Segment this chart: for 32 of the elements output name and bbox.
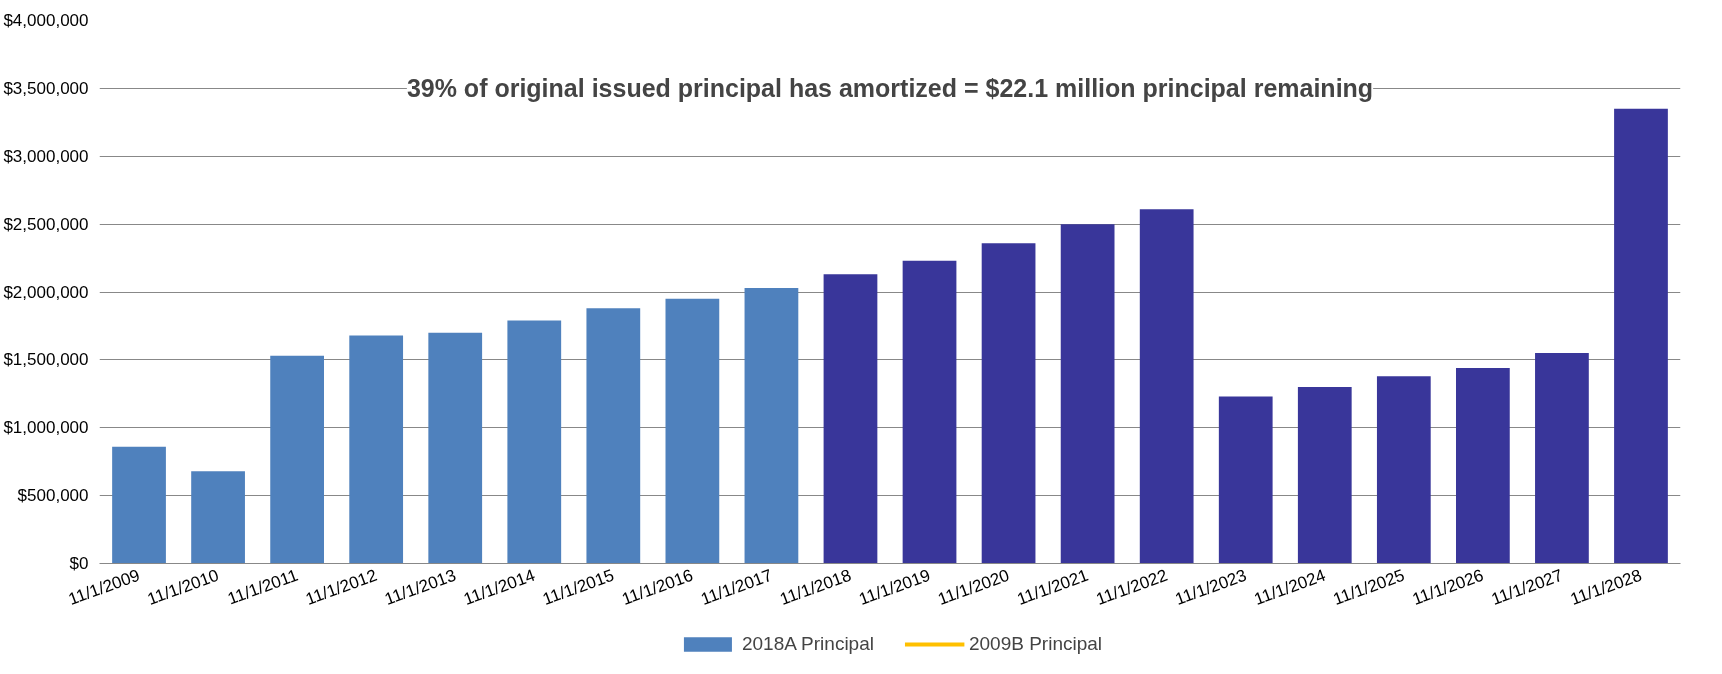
bar <box>1139 209 1194 564</box>
bar <box>1060 224 1115 564</box>
bar <box>981 243 1036 564</box>
bar <box>823 274 878 564</box>
bar <box>1614 108 1668 564</box>
bar <box>1535 353 1589 564</box>
bar <box>270 355 324 564</box>
bar <box>1376 376 1431 564</box>
y-tick-label: $0 <box>69 554 89 573</box>
bar <box>1297 387 1352 564</box>
legend-label: 2009B Principal <box>968 633 1103 655</box>
y-tick-label: $3,500,000 <box>3 78 89 98</box>
bar <box>665 298 720 564</box>
bar <box>586 308 641 564</box>
annotation: 39% of original issued principal has amortized = $22.1 million principal remaining <box>406 74 1374 103</box>
bar <box>1456 368 1510 564</box>
bar <box>112 446 166 564</box>
bar <box>507 320 562 564</box>
y-tick-label: $1,500,000 <box>3 350 89 370</box>
y-tick-label: $3,000,000 <box>3 146 89 166</box>
legend-label: 2018A Principal <box>741 633 874 655</box>
y-tick-label: $4,000,000 <box>3 11 89 30</box>
bar <box>744 287 799 564</box>
y-tick-label: $2,500,000 <box>3 214 89 234</box>
bar <box>349 335 404 564</box>
bar <box>428 332 483 564</box>
y-tick-label: $2,000,000 <box>3 282 89 302</box>
y-tick-label: $500,000 <box>17 486 89 506</box>
bar <box>902 260 957 564</box>
bar <box>1218 396 1273 564</box>
bar <box>191 471 245 564</box>
y-tick-label: $1,000,000 <box>3 418 89 438</box>
